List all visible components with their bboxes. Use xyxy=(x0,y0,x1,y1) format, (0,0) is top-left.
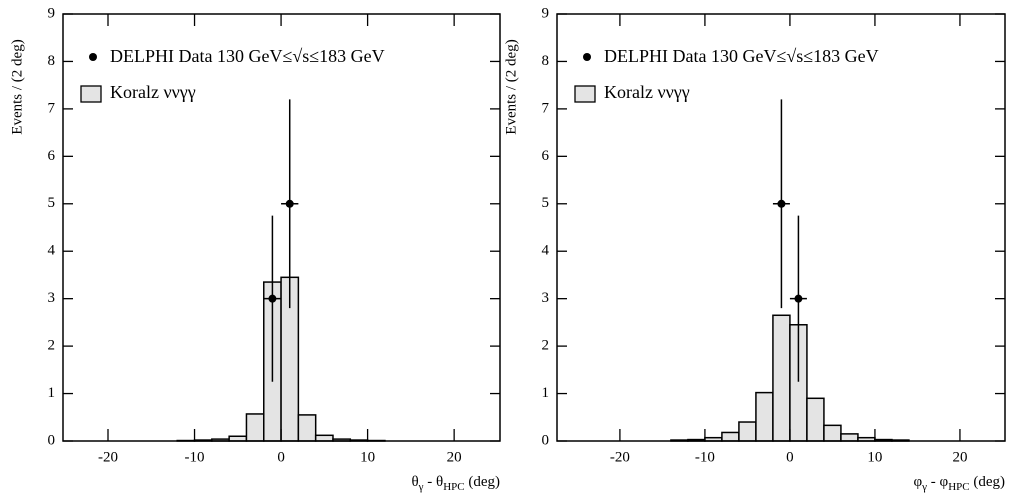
legend-marker xyxy=(89,53,97,61)
histogram-bar xyxy=(245,413,265,442)
x-tick-label: 10 xyxy=(867,449,882,465)
legend-label: Koralz ννγγ xyxy=(110,82,196,102)
y-tick-label: 9 xyxy=(542,5,550,21)
x-axis-label-part: γ xyxy=(921,481,927,493)
x-tick-label: 0 xyxy=(277,449,285,465)
histogram-bar xyxy=(806,397,825,442)
histogram-bar xyxy=(755,391,774,442)
x-axis-label: φγ - φHPC (deg) xyxy=(913,474,1005,492)
y-tick-label: 1 xyxy=(48,385,56,401)
x-tick-label: -10 xyxy=(185,449,205,465)
x-tick-label: 20 xyxy=(952,449,967,465)
legend-swatch xyxy=(80,85,102,103)
histogram-bar xyxy=(721,431,740,442)
data-point xyxy=(285,199,294,208)
x-axis-label-part: γ xyxy=(418,481,424,493)
x-tick-label: 10 xyxy=(360,449,375,465)
x-tick-label: -20 xyxy=(98,449,118,465)
histogram-bar xyxy=(297,414,317,442)
y-tick-label: 6 xyxy=(542,148,550,164)
y-tick-label: 3 xyxy=(542,290,550,306)
histogram-bar xyxy=(738,421,757,442)
y-tick-label: 2 xyxy=(48,338,56,354)
x-axis-label-part: HPC xyxy=(443,481,464,493)
y-tick-label: 8 xyxy=(48,53,56,69)
plot-frame xyxy=(556,13,1006,442)
y-tick-label: 4 xyxy=(48,243,56,259)
y-tick-label: 5 xyxy=(48,195,56,211)
histogram-bar xyxy=(840,433,859,442)
x-tick-label: -10 xyxy=(695,449,715,465)
x-tick-label: -20 xyxy=(610,449,630,465)
y-tick-label: 1 xyxy=(542,385,550,401)
y-axis-label: Events / (2 deg) xyxy=(9,39,25,134)
y-tick-label: 2 xyxy=(542,338,550,354)
legend-label: DELPHI Data 130 GeV≤√s≤183 GeV xyxy=(604,46,879,66)
legend-marker xyxy=(583,53,591,61)
y-tick-label: 3 xyxy=(48,290,56,306)
y-tick-label: 0 xyxy=(48,432,56,448)
x-axis-label-part: θ xyxy=(411,474,418,490)
x-axis-label-part: - θ xyxy=(424,474,444,490)
y-tick-label: 4 xyxy=(542,243,550,259)
x-axis-label-part: (deg) xyxy=(970,474,1005,490)
x-axis-label-part: - φ xyxy=(927,474,948,490)
legend-label: DELPHI Data 130 GeV≤√s≤183 GeV xyxy=(110,46,385,66)
y-tick-label: 9 xyxy=(48,5,56,21)
y-tick-label: 8 xyxy=(542,53,550,69)
histogram-bar xyxy=(314,434,334,442)
y-tick-label: 7 xyxy=(542,100,550,116)
data-point xyxy=(777,199,786,208)
x-tick-label: 20 xyxy=(447,449,462,465)
legend-label: Koralz ννγγ xyxy=(604,82,690,102)
x-axis-label-part: HPC xyxy=(948,481,969,493)
histogram-bar xyxy=(772,314,791,442)
data-point xyxy=(794,294,803,303)
y-tick-label: 7 xyxy=(48,100,56,116)
x-axis-label: θγ - θHPC (deg) xyxy=(411,474,500,492)
x-axis-label-part: φ xyxy=(913,474,922,490)
x-tick-label: 0 xyxy=(786,449,794,465)
x-axis-label-part: (deg) xyxy=(465,474,500,490)
data-point xyxy=(268,294,277,303)
legend-swatch xyxy=(574,85,596,103)
y-tick-label: 6 xyxy=(48,148,56,164)
y-tick-label: 5 xyxy=(542,195,550,211)
y-axis-label: Events / (2 deg) xyxy=(503,39,519,134)
y-tick-label: 0 xyxy=(542,432,550,448)
histogram-bar xyxy=(823,424,842,442)
